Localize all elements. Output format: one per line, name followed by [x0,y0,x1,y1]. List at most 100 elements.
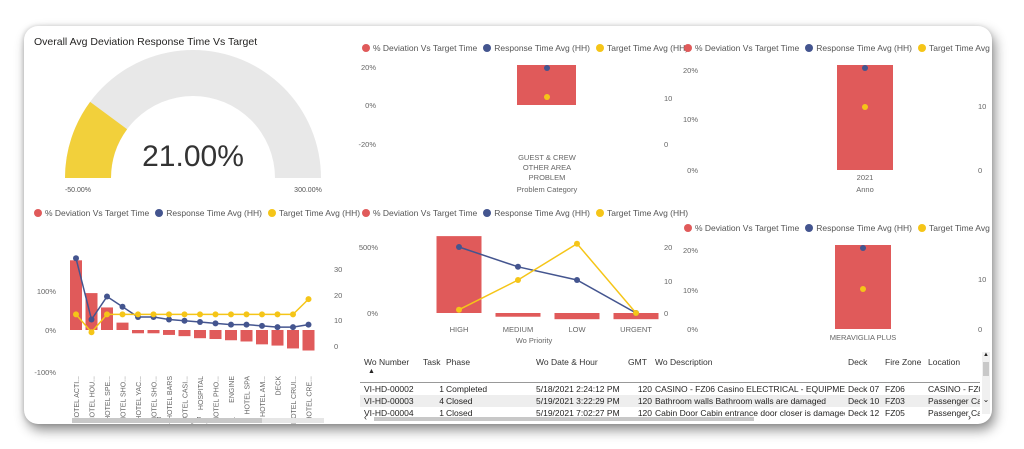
table-cell: 5/19/2021 7:02:27 PM [536,408,620,418]
bar-deviation [302,330,315,351]
point-response [212,320,219,327]
x-tick-label: HOTEL SPA [245,376,252,415]
line-response [75,258,309,328]
y2-tick: 0 [664,309,668,318]
gauge-track [65,50,321,178]
anno-chart[interactable]: % Deviation Vs Target Time Response Time… [680,26,992,201]
column-header-task[interactable]: Task [423,357,441,367]
x-tick-label: HOTEL BARS [167,376,174,420]
table-cell: 120 [637,408,652,418]
x-tick-label: HOTEL CRUI... [291,376,298,424]
point-target [228,311,234,318]
y-tick: 500% [359,243,379,252]
y2-tick: 0 [978,325,982,334]
point-target [544,94,550,100]
y2-tick: 10 [664,277,672,286]
y2-tick: 20 [334,291,342,300]
table-row[interactable]: VI-HD-00003 4 Closed 5/19/2021 3:22:29 PM 12… [360,395,980,407]
point-response [166,316,172,323]
chart-legend: % Deviation Vs Target Time Response Time… [362,43,688,53]
category-label: OTHER AREA [523,163,571,172]
department-chart-svg: 100% 0% -100% 30 20 10 0 HOTEL ACTI... HO… [34,255,342,424]
x-tick-label: HOTEL SPE... [105,376,112,421]
point-target [259,311,265,318]
department-chart[interactable]: % Deviation Vs Target Time Response Time… [24,206,360,424]
y-tick: 0% [45,326,56,335]
point-response [574,277,580,283]
bar-deviation [554,313,600,320]
legend-target-icon [596,44,604,52]
legend-target-label: Target Time Avg (HH) [929,223,992,233]
column-header-phase[interactable]: Phase [446,357,471,367]
scroll-up-icon[interactable]: ▲ [983,352,989,358]
table-cell: Closed [446,396,473,406]
point-target [166,311,172,318]
column-header-deck[interactable]: Deck [848,357,868,367]
point-target [243,311,250,318]
point-response [197,319,203,326]
table-cell: Deck 12 [848,408,880,418]
point-response [515,263,521,270]
scroll-down-icon[interactable]: ⌄ [982,395,990,404]
bar-deviation [287,330,299,349]
category-label: PROBLEM [529,173,566,182]
scroll-left-icon[interactable]: ‹ [364,412,367,422]
point-response [228,321,234,328]
x-tick-label: HOTEL SHO... [152,376,159,422]
column-header-wo-date[interactable]: Wo Date & Hour [536,357,598,367]
x-axis-label: Anno [856,185,874,194]
scroll-right-icon[interactable]: › [968,412,971,422]
table-cell: Completed [446,384,488,394]
category-label: 2021 [857,173,874,182]
table-horizontal-scrollbar[interactable]: ‹ › [360,412,980,422]
x-tick-label: HIGH [450,325,469,334]
y-tick: 20% [361,63,376,72]
category-label: MERAVIGLIA PLUS [830,333,897,342]
column-header-wo-description[interactable]: Wo Description [655,357,713,367]
scrollbar-thumb[interactable] [983,362,989,376]
column-header-wo-number[interactable]: Wo Number [364,357,410,367]
point-response [88,316,95,323]
y2-tick: 0 [334,342,338,351]
bar-deviation [85,293,98,330]
column-header-fire-zone[interactable]: Fire Zone [885,357,922,367]
y2-tick: 10 [978,275,986,284]
priority-chart[interactable]: % Deviation Vs Target Time Response Time… [358,206,688,351]
legend-response-icon [483,209,492,217]
table-cell: 120 [637,384,652,394]
column-header-location[interactable]: Location [928,357,961,367]
problem-category-chart[interactable]: % Deviation Vs Target Time Response Time… [358,26,688,201]
x-tick-label: HOTEL HOU... [90,376,97,422]
fire-zone-chart[interactable]: % Deviation Vs Target Time Response Time… [680,206,992,351]
x-tick-label: HOTEL PHO... [214,376,221,422]
point-target [305,296,312,303]
sort-ascending-icon[interactable]: ▲ [368,368,375,375]
point-response [860,245,866,251]
x-tick-label: DECK [276,376,283,396]
legend-deviation-label: % Deviation Vs Target Time [373,208,478,218]
point-target [88,329,95,336]
chart-legend: % Deviation Vs Target Time Response Time… [684,223,992,233]
chart-legend: % Deviation Vs Target Time Response Time… [34,208,360,218]
horizontal-scrollbar-thumb[interactable] [72,418,262,423]
table-row[interactable]: VI-HD-00002 1 Completed 5/18/2021 2:24:12 P… [360,383,980,395]
x-axis-label: Problem Category [517,185,578,194]
work-orders-table[interactable]: Wo Number ▲ Task Phase Wo Date & Hour GM… [360,352,992,424]
y-tick: 100% [37,287,57,296]
legend-deviation-icon [362,209,370,217]
legend-deviation-icon [362,44,370,52]
y-tick: 10% [683,286,698,295]
point-response [73,255,79,262]
column-header-gmt[interactable]: GMT [628,357,647,367]
point-target [119,311,126,318]
table-cell: VI-HD-00002 [364,384,414,394]
table-scrollbar-thumb[interactable] [374,417,754,421]
gauge-svg: 21.00% -50.00% 300.00% [65,50,322,194]
point-target [73,311,79,318]
gauge-panel[interactable]: Overall Avg Deviation Response Time Vs T… [24,26,344,201]
point-response [181,317,188,324]
table-row[interactable]: VI-HD-00004 1 Closed 5/19/2021 7:02:27 PM 12… [360,407,980,419]
fire-chart-svg: 20% 10% 0% 10 0 MERAVIGLIA PLUS [683,245,986,342]
vertical-scrollbar[interactable]: ▲ ⌄ [982,352,990,414]
x-tick-label: HOTEL AM... [260,376,267,417]
